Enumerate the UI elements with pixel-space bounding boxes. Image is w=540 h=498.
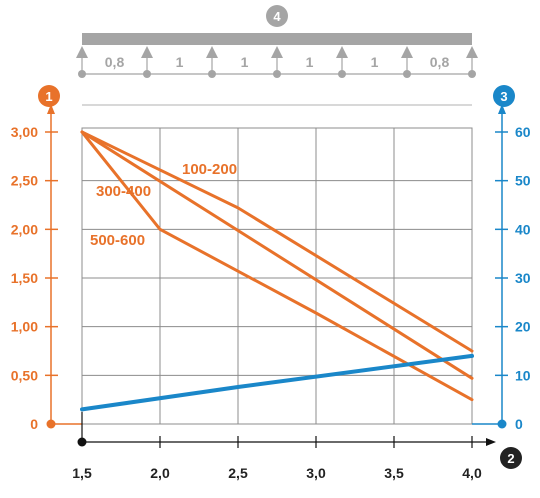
support-triangle — [141, 46, 153, 58]
span-badge-label: 4 — [273, 9, 281, 24]
left-tick-label: 2,50 — [11, 173, 38, 189]
series-lines — [80, 130, 474, 412]
plot-frame — [81, 127, 473, 425]
x-tick-label: 4,0 — [462, 465, 482, 481]
left-tick-label: 3,00 — [11, 124, 38, 140]
support-triangle — [76, 46, 88, 58]
span-length-label: 1 — [241, 54, 249, 70]
left-axis-badge — [38, 85, 60, 107]
left-tick-label: 0 — [30, 416, 38, 432]
right-tick-label: 50 — [515, 173, 531, 189]
span-length-label: 0,8 — [430, 54, 450, 70]
right-axis-origin-dot — [497, 419, 507, 429]
right-axis-badge — [493, 85, 515, 107]
span-length-label: 1 — [176, 54, 184, 70]
x-tick-label: 3,0 — [306, 465, 326, 481]
left-tick-label: 2,00 — [11, 221, 38, 237]
right-axis-arrow — [498, 104, 506, 114]
left-tick-label: 0,50 — [11, 367, 38, 383]
x-axis-origin-dot — [77, 437, 87, 447]
span-length-label: 1 — [371, 54, 379, 70]
left-tick-label: 1,00 — [11, 319, 38, 335]
support-triangle — [466, 46, 478, 58]
x-tick-label: 2,5 — [228, 465, 248, 481]
span-length-label: 1 — [306, 54, 314, 70]
span-diagram: 4 0,8 1 1 1 1 0,8 — [76, 5, 478, 106]
series-label-300-400: 300-400 — [96, 183, 151, 200]
series-line-300-400 — [80, 130, 474, 380]
left-tick-label: 1,50 — [11, 270, 38, 286]
right-tick-label: 0 — [515, 416, 523, 432]
series-line-500-600 — [80, 130, 474, 402]
x-tick-label: 3,5 — [384, 465, 404, 481]
axes: 00,501,001,502,002,503,00101020304050603… — [11, 85, 531, 481]
support-triangle — [206, 46, 218, 58]
x-tick-label: 2,0 — [150, 465, 170, 481]
beam — [82, 33, 472, 45]
left-axis-origin-dot — [46, 419, 56, 429]
right-tick-label: 60 — [515, 124, 531, 140]
x-axis-badge — [500, 447, 522, 469]
x-tick-label: 1,5 — [72, 465, 92, 481]
support-triangle — [271, 46, 283, 58]
support-triangle — [336, 46, 348, 58]
left-axis-arrow — [47, 104, 55, 114]
series-line-secondary-3 — [80, 353, 474, 412]
x-axis-badge-label: 2 — [507, 451, 514, 466]
series-line-100-200 — [80, 130, 474, 353]
right-tick-label: 40 — [515, 221, 531, 237]
span-badge — [266, 5, 288, 27]
series-label-100-200: 100-200 — [182, 161, 237, 178]
right-axis-badge-label: 3 — [500, 89, 507, 104]
grid — [81, 127, 473, 425]
support-triangle — [401, 46, 413, 58]
right-tick-label: 20 — [515, 319, 531, 335]
series-label-500-600: 500-600 — [90, 232, 145, 249]
x-axis-arrow — [486, 438, 496, 446]
left-axis-badge-label: 1 — [45, 89, 52, 104]
right-tick-label: 30 — [515, 270, 531, 286]
span-length-label: 0,8 — [105, 54, 125, 70]
series-labels: 100-200 300-400 500-600 — [90, 161, 237, 249]
right-tick-label: 10 — [515, 367, 531, 383]
